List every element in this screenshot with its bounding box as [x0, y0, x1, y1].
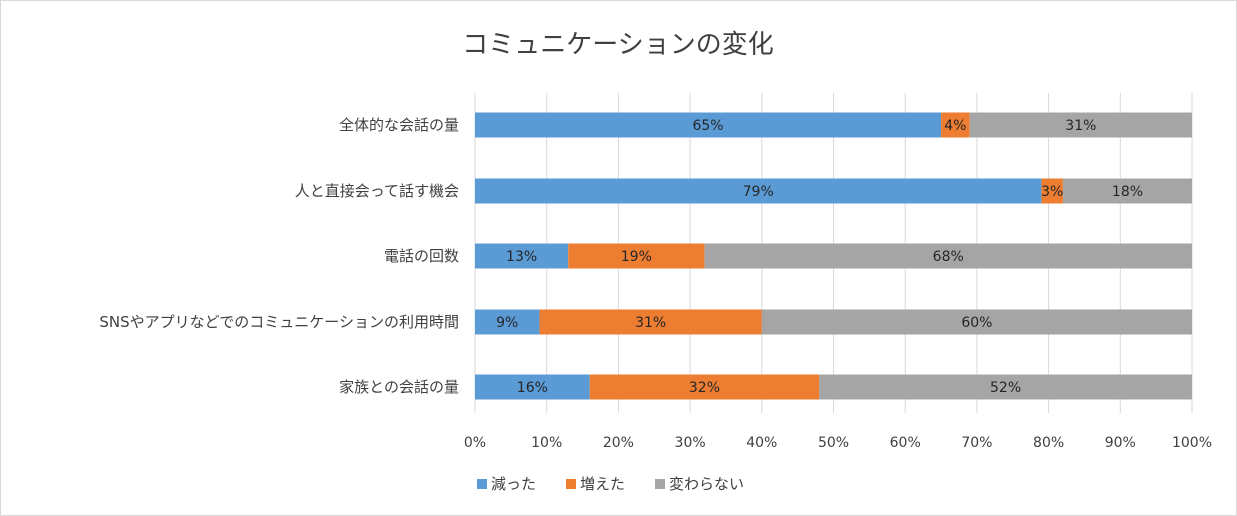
x-tick-label: 50% [818, 435, 849, 451]
legend-label: 増えた [580, 475, 625, 493]
data-label: 31% [1065, 118, 1096, 134]
x-tick-label: 30% [675, 435, 706, 451]
bar-segment [568, 243, 705, 269]
bar-segment [969, 112, 1192, 138]
data-label: 4% [944, 118, 966, 134]
legend-label: 変わらない [669, 475, 744, 493]
data-label: 31% [635, 315, 666, 331]
bar-segment [761, 309, 1192, 335]
bar-segment [475, 243, 569, 269]
bar-segment [1062, 178, 1192, 204]
category-label: 電話の回数 [384, 247, 459, 265]
data-label: 13% [506, 249, 537, 265]
legend: 減った 増えた 変わらない [477, 475, 744, 493]
data-label: 9% [496, 315, 518, 331]
data-label: 79% [743, 184, 774, 200]
bar-segment [475, 374, 590, 400]
x-tick-label: 90% [1105, 435, 1136, 451]
data-label: 32% [689, 380, 720, 396]
bar-segment [589, 374, 820, 400]
category-label: 人と直接会って話す機会 [295, 182, 459, 200]
data-label: 19% [621, 249, 652, 265]
x-tick-label: 40% [746, 435, 777, 451]
category-label: SNSやアプリなどでのコミュニケーションの利用時間 [99, 313, 459, 331]
bar-segment [539, 309, 762, 335]
data-label: 65% [692, 118, 723, 134]
chart-title: コミュニケーションの変化 [462, 30, 773, 60]
x-axis-ticks: 0% 10% 20% 30% 40% 50% 60% 70% 80% 90% 100% [464, 435, 1212, 451]
legend-swatch [477, 479, 487, 489]
x-tick-label: 0% [464, 435, 486, 451]
data-label: 3% [1041, 184, 1063, 200]
data-label: 16% [517, 380, 548, 396]
bar-segment [1041, 178, 1063, 204]
x-tick-label: 20% [603, 435, 634, 451]
bar-segment [475, 178, 1042, 204]
x-tick-label: 80% [1033, 435, 1064, 451]
bar-segment [819, 374, 1192, 400]
bars: 65% 4% 31% 79% 3% 18% 13% 19% 68% 9% 31% 60% 16% 32% 5… [475, 112, 1192, 400]
category-label: 家族との会話の量 [339, 378, 459, 396]
data-label: 60% [961, 315, 992, 331]
bar-segment [941, 112, 970, 138]
data-label: 52% [990, 380, 1021, 396]
x-tick-label: 10% [531, 435, 562, 451]
data-label: 18% [1112, 184, 1143, 200]
bar-segment [475, 112, 942, 138]
x-tick-label: 100% [1172, 435, 1212, 451]
x-tick-label: 70% [961, 435, 992, 451]
legend-swatch [566, 479, 576, 489]
bar-segment [704, 243, 1192, 269]
category-label: 全体的な会話の量 [339, 116, 459, 134]
data-label: 68% [933, 249, 964, 265]
bar-segment [475, 309, 540, 335]
legend-swatch [655, 479, 665, 489]
legend-label: 減った [491, 475, 536, 493]
x-tick-label: 60% [890, 435, 921, 451]
